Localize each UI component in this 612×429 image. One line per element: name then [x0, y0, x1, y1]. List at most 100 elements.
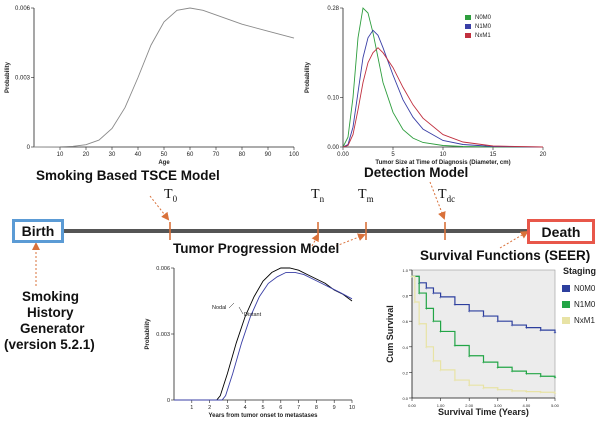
- detection-series-n1m0: [342, 29, 544, 148]
- survival-point-nxm1-2: +: [418, 322, 421, 328]
- progression-ytick-label-1: 0.003: [156, 332, 170, 338]
- survival-point-n0m0-2: +: [425, 286, 428, 292]
- t0-sub: 0: [172, 193, 178, 204]
- survival-xtick-label-1: 1.00: [437, 403, 446, 408]
- death-box: Death: [527, 219, 595, 244]
- tn-label: Tn: [311, 187, 324, 204]
- tsce-xtick-label-2: 30: [109, 152, 116, 158]
- survival-point-n0m0-3: +: [432, 291, 435, 297]
- survival-point-n1m0-12: +: [554, 376, 557, 382]
- survival-point-nxm1-12: +: [539, 390, 542, 396]
- survival-point-n1m0-10: +: [525, 372, 528, 378]
- tdc-sub: dc: [446, 193, 456, 204]
- survival-point-nxm1-1: +: [413, 300, 416, 306]
- tsce-chart: 0 0.003 0.006 10 20 30 40 50 60 70 80 90 100 Age Proba…: [5, 6, 300, 166]
- survival-ytick-label-4: 0.8: [402, 294, 408, 299]
- survival-legend-swatch-1: [562, 301, 570, 308]
- survival-ytick-label-2: 0.4: [402, 345, 408, 350]
- survival-legend-swatch-0: [562, 285, 570, 292]
- progression-xlabel: Years from tumor onset to metastases: [208, 413, 318, 419]
- tsce-xtick-label-7: 80: [239, 152, 246, 158]
- arrow-survival: [499, 230, 529, 249]
- progression-xtick-label-7: 8: [315, 405, 318, 411]
- arrow-progression-tm: [335, 233, 366, 247]
- tsce-xtick-label-9: 100: [289, 152, 300, 158]
- detection-ylabel: Probability: [305, 61, 311, 93]
- survival-series-n0m0: [412, 275, 556, 333]
- survival-point-n1m0-3: +: [432, 319, 435, 325]
- tsce-ytick-label-1: 0.003: [15, 76, 31, 82]
- survival-point-n1m0-6: +: [468, 354, 471, 360]
- t0-label: T0: [164, 187, 177, 204]
- survival-point-nxm1-8: +: [482, 386, 485, 392]
- survival-point-n1m0-8: +: [496, 365, 499, 371]
- survival-legend-swatch-2: [562, 317, 570, 324]
- tumor-progression-label: Tumor Progression Model: [173, 241, 340, 256]
- tsce-ytick-label-2: 0.006: [15, 6, 31, 12]
- tm-label: Tm: [358, 187, 374, 204]
- birth-box: Birth: [12, 219, 64, 243]
- survival-xtick-label-0: 0.00: [408, 403, 417, 408]
- progression-xtick-label-5: 6: [279, 405, 282, 411]
- survival-point-n1m0-1: +: [418, 291, 421, 297]
- progression-series-nodal: [174, 267, 353, 401]
- survival-plot-bg: [411, 269, 556, 399]
- smoking-model-label: Smoking Based TSCE Model: [36, 168, 220, 183]
- survival-point-nxm1-11: +: [525, 390, 528, 396]
- survival-xtick-label-2: 2.00: [465, 403, 474, 408]
- detection-legend-label-1: N1M0: [475, 24, 492, 30]
- tsce-ytick-label-0: 0: [27, 145, 31, 151]
- tm-sub: m: [366, 193, 374, 204]
- progression-series-distant: [174, 271, 353, 401]
- progression-xtick-label-2: 3: [226, 405, 229, 411]
- survival-point-nxm1-6: +: [453, 378, 456, 384]
- t0-main: T: [164, 187, 173, 202]
- survival-point-n0m0-4: +: [439, 295, 442, 301]
- progression-xtick-label-8: 9: [333, 405, 336, 411]
- progression-ylabel: Probability: [145, 318, 151, 350]
- survival-point-n0m0-6: +: [468, 309, 471, 315]
- progression-ytick-label-0: 0: [167, 398, 170, 404]
- detection-ytick-label-2: 0.28: [327, 6, 339, 12]
- survival-point-n0m0-11: +: [539, 328, 542, 334]
- survival-point-n1m0-7: +: [482, 360, 485, 366]
- survival-point-n1m0-11: +: [539, 374, 542, 380]
- progression-annotation-distant-leader: [238, 306, 244, 315]
- progression-annotation-nodal-leader: [228, 302, 235, 309]
- progression-annotation-distant: Distant: [244, 312, 262, 318]
- detection-legend-label-0: N0M0: [475, 15, 492, 21]
- progression-xtick-label-1: 2: [208, 405, 211, 411]
- progression-annotation-nodal: Nodal: [212, 305, 226, 311]
- detection-xtick-label-0: 0.00: [337, 152, 349, 158]
- survival-xtick-label-3: 3.00: [494, 403, 503, 408]
- survival-legend-label-2: NxM1: [574, 316, 595, 325]
- tsce-xtick-label-5: 60: [187, 152, 194, 158]
- tsce-xtick-label-3: 40: [135, 152, 142, 158]
- detection-xlabel: Tumor Size at Time of Diagnosis (Diamete…: [375, 160, 510, 166]
- survival-point-n1m0-4: +: [439, 329, 442, 335]
- survival-point-nxm1-4: +: [432, 359, 435, 365]
- survival-xtick-label-5: 5.00: [551, 403, 560, 408]
- survival-point-n0m0-9: +: [511, 323, 514, 329]
- progression-xtick-label-4: 5: [261, 405, 264, 411]
- tsce-ylabel: Probability: [5, 61, 11, 93]
- survival-point-n0m0-12: +: [554, 331, 557, 337]
- survival-ytick-label-3: 0.6: [402, 319, 408, 324]
- survival-point-nxm1-5: +: [439, 368, 442, 374]
- detection-legend-label-2: NxM1: [475, 33, 491, 39]
- survival-point-n0m0-0: +: [411, 274, 414, 280]
- survival-legend-label-0: N0M0: [574, 284, 596, 293]
- detection-legend-swatch-1: [465, 24, 471, 29]
- survival-ytick-label-0: 0.0: [402, 396, 408, 401]
- detection-ytick-label-0: 0.00: [327, 145, 339, 151]
- generator-line-4: (version 5.2.1): [4, 337, 95, 352]
- detection-ytick-label-1: 0.10: [327, 95, 339, 101]
- tn-sub: n: [319, 193, 325, 204]
- detection-legend-swatch-2: [465, 33, 471, 38]
- tsce-xtick-label-8: 90: [265, 152, 272, 158]
- survival-series-n1m0: [412, 275, 556, 378]
- survival-point-n0m0-7: +: [482, 314, 485, 320]
- progression-xtick-label-6: 7: [297, 405, 300, 411]
